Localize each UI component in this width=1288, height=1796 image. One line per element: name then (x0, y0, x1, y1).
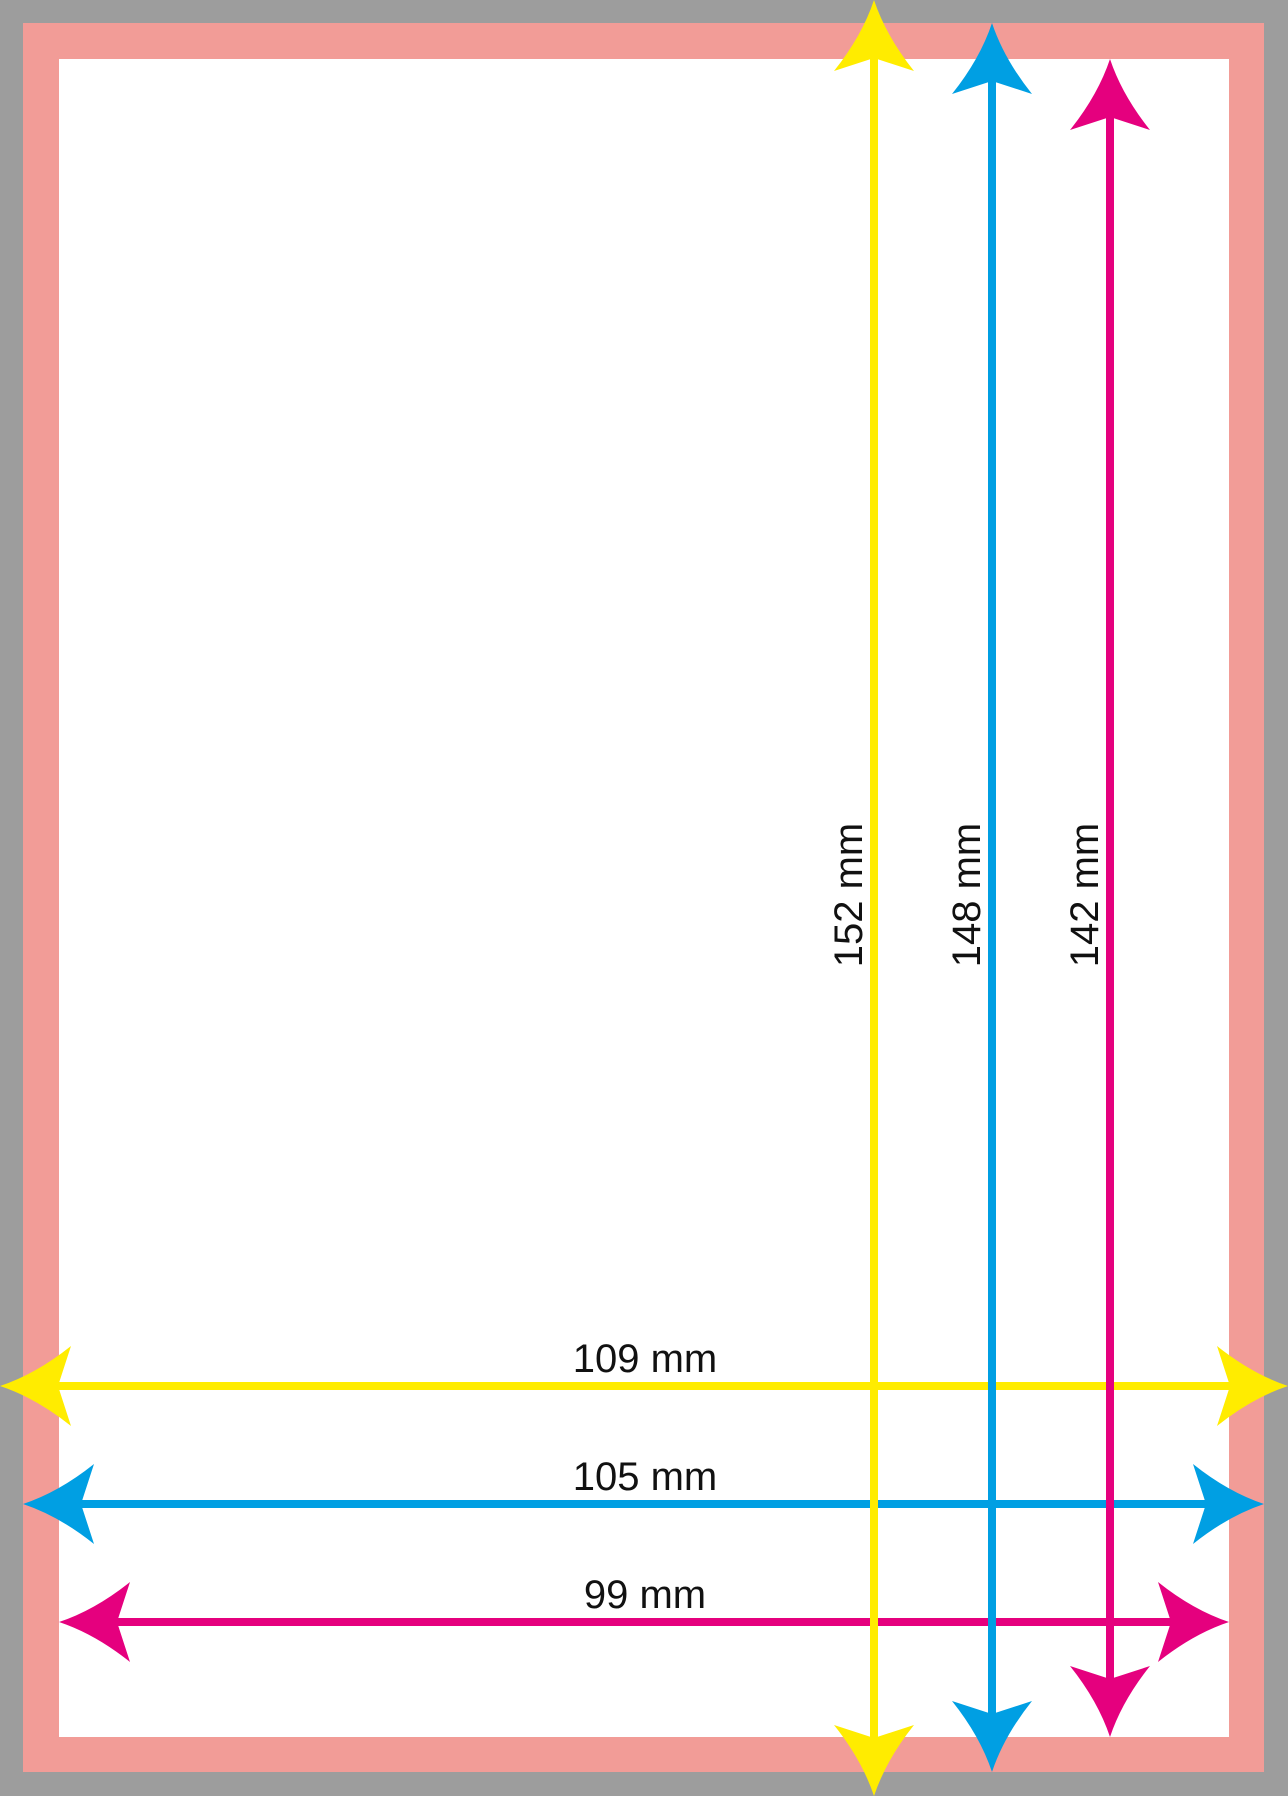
arrowhead-up-icon (834, 0, 914, 71)
arrowhead-left-icon (0, 1346, 71, 1426)
arrowhead-down-icon (1070, 1666, 1150, 1737)
arrowhead-right-icon (1193, 1464, 1264, 1544)
trim-page (59, 59, 1229, 1737)
vertical-label-blue: 148 mm (945, 823, 989, 968)
arrowhead-down-icon (834, 1725, 914, 1796)
arrowhead-up-icon (1070, 59, 1150, 130)
vertical-label-magenta: 142 mm (1063, 823, 1107, 968)
arrowhead-down-icon (952, 1701, 1032, 1772)
arrowhead-up-icon (952, 23, 1032, 94)
horizontal-label-magenta: 99 mm (584, 1573, 706, 1617)
arrowhead-left-icon (59, 1582, 130, 1662)
vertical-label-yellow: 152 mm (827, 823, 871, 968)
horizontal-label-yellow: 109 mm (573, 1337, 718, 1381)
arrowhead-right-icon (1217, 1346, 1288, 1426)
arrowhead-right-icon (1158, 1582, 1229, 1662)
horizontal-label-blue: 105 mm (573, 1455, 718, 1499)
arrowhead-left-icon (23, 1464, 94, 1544)
